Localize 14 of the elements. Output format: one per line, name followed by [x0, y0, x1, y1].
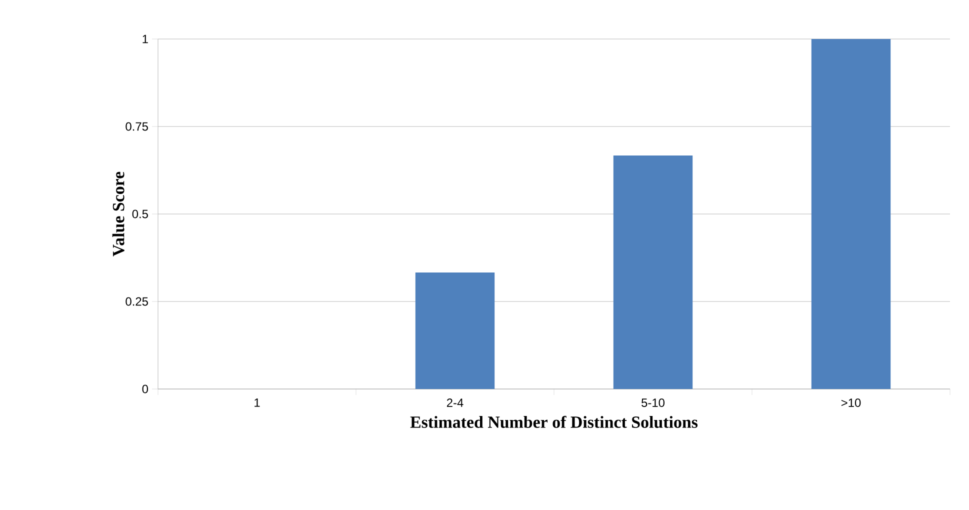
- bar: [613, 156, 693, 389]
- bar: [811, 38, 891, 389]
- y-tick-label: 0.75: [126, 122, 148, 131]
- bar: [415, 272, 495, 389]
- y-tick-label: 0.5: [132, 210, 148, 218]
- x-axis-title: Estimated Number of Distinct Solutions: [410, 416, 698, 428]
- x-tick-label: 2-4: [446, 398, 464, 407]
- y-axis-title: Value Score: [112, 172, 124, 256]
- y-tick-label: 0: [142, 384, 148, 394]
- x-tick-label: 5-10: [642, 398, 665, 407]
- x-tick-label: 1: [254, 398, 260, 407]
- y-tick-label: 0.25: [126, 297, 148, 306]
- x-tick-label: >10: [841, 398, 861, 407]
- y-tick-label: 1: [142, 34, 148, 44]
